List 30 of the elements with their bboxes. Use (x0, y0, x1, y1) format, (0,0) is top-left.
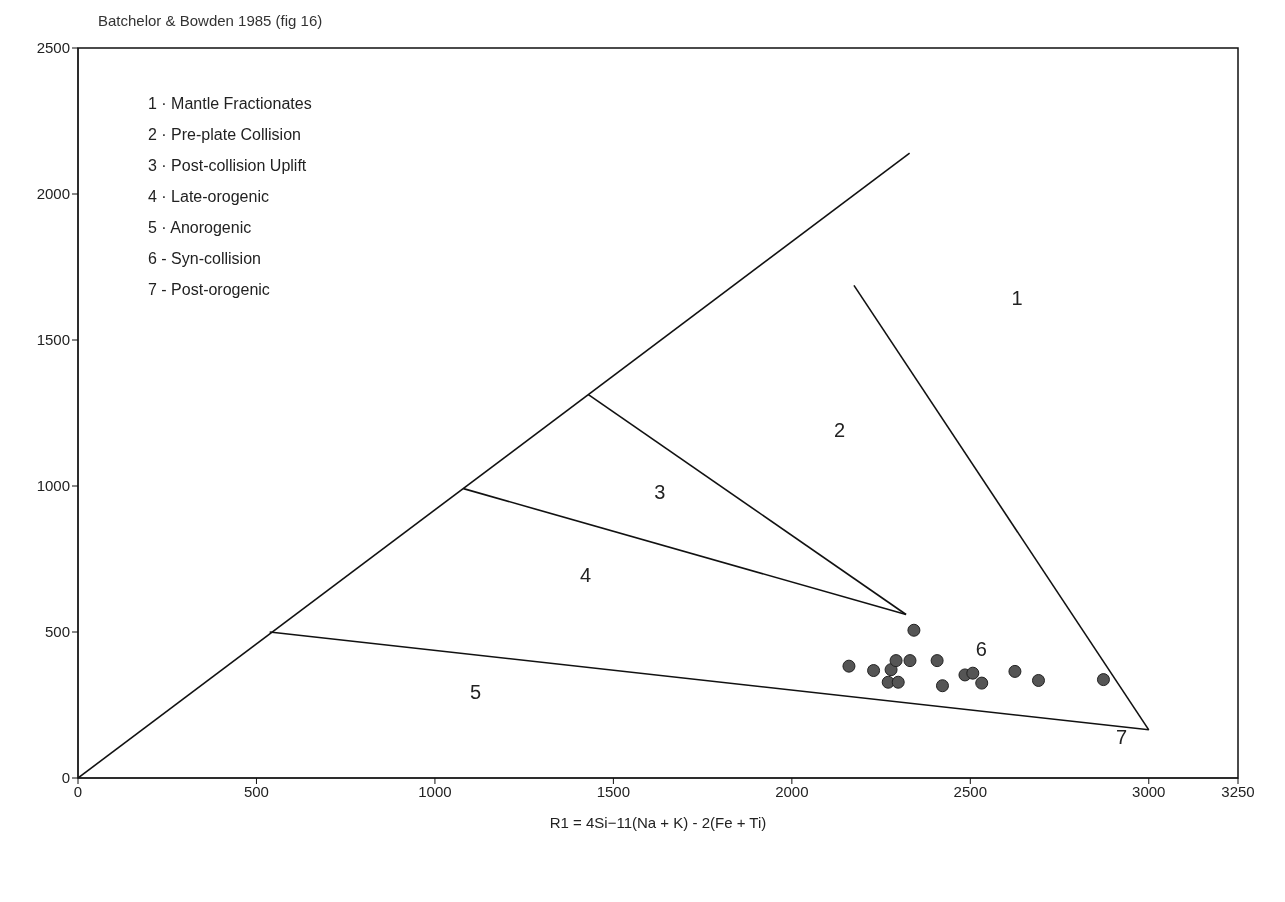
annotation: 6 (975, 637, 987, 661)
x-tick-label: 1000 (418, 782, 452, 800)
annotation: 4 · Late-orogenic (148, 187, 270, 207)
x-axis-title: R1 = 4Si−11(Na + K) - 2(Fe + Ti) (549, 814, 767, 831)
y-tick-label: 500 (44, 623, 70, 641)
chart-title: Batchelor & Bowden 1985 (fig 16) (98, 12, 323, 29)
annotation: 3 · Post-collision Uplift (148, 156, 308, 176)
annotation: 6 - Syn-collision (148, 249, 262, 269)
y-tick-label: 1000 (36, 477, 70, 495)
x-tick-label: 2000 (775, 782, 809, 800)
annotation: 1 · Mantle Fractionates (148, 94, 312, 114)
x-tick-label: 2500 (953, 782, 987, 800)
x-tick-label: 500 (243, 782, 269, 800)
x-tick-label: 1500 (596, 782, 631, 800)
y-tick-label: 2500 (36, 39, 70, 57)
annotation: 5 · Anorogenic (148, 218, 253, 238)
annotation: 5 (469, 681, 481, 705)
y-tick-label: 0 (61, 769, 70, 787)
x-tick-label: 3000 (1132, 782, 1166, 800)
x-tick-label: 0 (73, 782, 83, 800)
annotation: 1 (1011, 287, 1023, 311)
annotation: 7 (1116, 725, 1128, 749)
x-tick-label: 3250 (1221, 782, 1255, 800)
annotation: 4 (580, 563, 592, 587)
annotation: 2 · Pre-plate Collision (148, 125, 302, 145)
annotation: 7 - Post-orogenic (148, 280, 271, 300)
y-tick-label: 1500 (36, 331, 70, 349)
annotation: 3 (654, 481, 666, 505)
y-tick-label: 2000 (36, 185, 70, 203)
annotation: 2 (834, 418, 846, 442)
